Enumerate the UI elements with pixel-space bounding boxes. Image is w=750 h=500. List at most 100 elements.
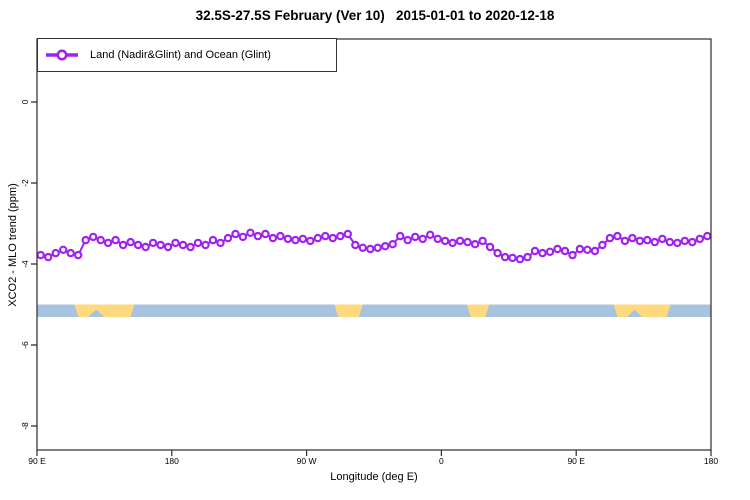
y-tick-label: -6 xyxy=(20,341,30,349)
data-point xyxy=(530,246,540,256)
data-point xyxy=(455,236,465,246)
data-point xyxy=(650,237,660,247)
data-point xyxy=(328,233,337,243)
data-point xyxy=(381,241,390,251)
data-point xyxy=(658,234,667,244)
data-point xyxy=(141,242,150,252)
x-tick-label: 0 xyxy=(439,456,444,466)
plot-border xyxy=(36,38,712,451)
land-ocean-strip xyxy=(37,304,711,318)
data-point xyxy=(156,240,165,250)
data-point xyxy=(688,237,697,247)
land-segment xyxy=(466,304,490,318)
data-point xyxy=(336,231,345,241)
land-segment xyxy=(613,304,671,318)
data-point xyxy=(73,250,83,260)
data-point xyxy=(298,234,308,244)
data-point xyxy=(201,240,210,250)
data-point xyxy=(51,248,60,258)
data-point xyxy=(171,238,180,248)
data-point xyxy=(163,242,173,252)
x-tick-label: 90 E xyxy=(28,456,46,466)
data-point xyxy=(223,233,233,243)
data-point xyxy=(126,237,135,247)
data-point xyxy=(635,236,645,246)
data-point xyxy=(291,235,300,245)
bay-notch xyxy=(627,309,643,318)
data-point xyxy=(373,243,382,252)
legend-open-circle-icon xyxy=(56,49,68,61)
data-point xyxy=(96,235,105,245)
data-point xyxy=(673,238,682,248)
data-point xyxy=(538,248,547,258)
data-point xyxy=(81,235,90,245)
data-point xyxy=(568,250,577,260)
x-tick-label: 90 W xyxy=(297,456,317,466)
y-axis-title: XCO2 - MLO trend (ppm) xyxy=(7,183,19,307)
data-point xyxy=(613,231,622,241)
data-point xyxy=(590,246,600,256)
data-point xyxy=(148,238,158,248)
data-point xyxy=(358,243,367,252)
data-point xyxy=(388,239,397,249)
data-point xyxy=(665,237,675,247)
data-point xyxy=(208,235,218,245)
y-tick-label: -2 xyxy=(20,179,30,187)
x-tick-label: 180 xyxy=(165,456,179,466)
x-axis-title: Longitude (deg E) xyxy=(330,471,418,483)
data-point xyxy=(178,240,188,250)
land-segment xyxy=(334,304,363,318)
ocean-band xyxy=(37,304,711,318)
data-point xyxy=(493,248,502,258)
data-point xyxy=(403,235,412,245)
data-point xyxy=(36,250,45,260)
axis-tick-marks xyxy=(31,101,712,456)
data-point xyxy=(605,233,615,243)
legend-box: Land (Nadir&Glint) and Ocean (Glint) xyxy=(37,38,337,72)
data-point xyxy=(313,233,322,243)
data-point xyxy=(560,246,570,256)
data-point xyxy=(186,242,195,252)
data-point xyxy=(553,244,562,254)
data-point xyxy=(44,252,53,262)
data-point xyxy=(440,236,450,246)
data-point xyxy=(643,235,652,245)
data-point xyxy=(366,244,375,254)
data-point xyxy=(261,229,270,239)
data-point xyxy=(231,229,240,239)
data-point xyxy=(628,233,637,243)
y-tick-label: -8 xyxy=(20,422,30,430)
data-point xyxy=(448,238,457,248)
bay-notch xyxy=(87,309,105,318)
data-point xyxy=(433,234,442,244)
data-point xyxy=(620,236,630,246)
data-point xyxy=(283,234,293,244)
data-point xyxy=(470,239,480,249)
data-point xyxy=(396,231,405,241)
data-point xyxy=(598,240,607,250)
chart-title: 32.5S-27.5S February (Ver 10) 2015-01-01… xyxy=(195,8,555,23)
data-point xyxy=(193,238,203,248)
data-point xyxy=(103,238,113,248)
data-point xyxy=(680,236,690,246)
data-point xyxy=(545,247,555,256)
data-point xyxy=(88,232,98,242)
data-point xyxy=(306,236,315,246)
data-point xyxy=(508,253,517,263)
data-point xyxy=(575,244,585,254)
data-point xyxy=(118,240,128,250)
y-tick-label: 0 xyxy=(20,99,30,104)
data-point xyxy=(321,231,330,241)
data-point xyxy=(426,230,435,239)
data-point xyxy=(133,240,143,250)
x-tick-label: 180 xyxy=(704,456,718,466)
data-point xyxy=(703,231,712,241)
data-point xyxy=(583,245,592,254)
data-series xyxy=(36,228,712,264)
data-point xyxy=(276,231,285,241)
data-point xyxy=(485,242,495,252)
data-point xyxy=(59,245,68,254)
data-point xyxy=(268,233,278,243)
